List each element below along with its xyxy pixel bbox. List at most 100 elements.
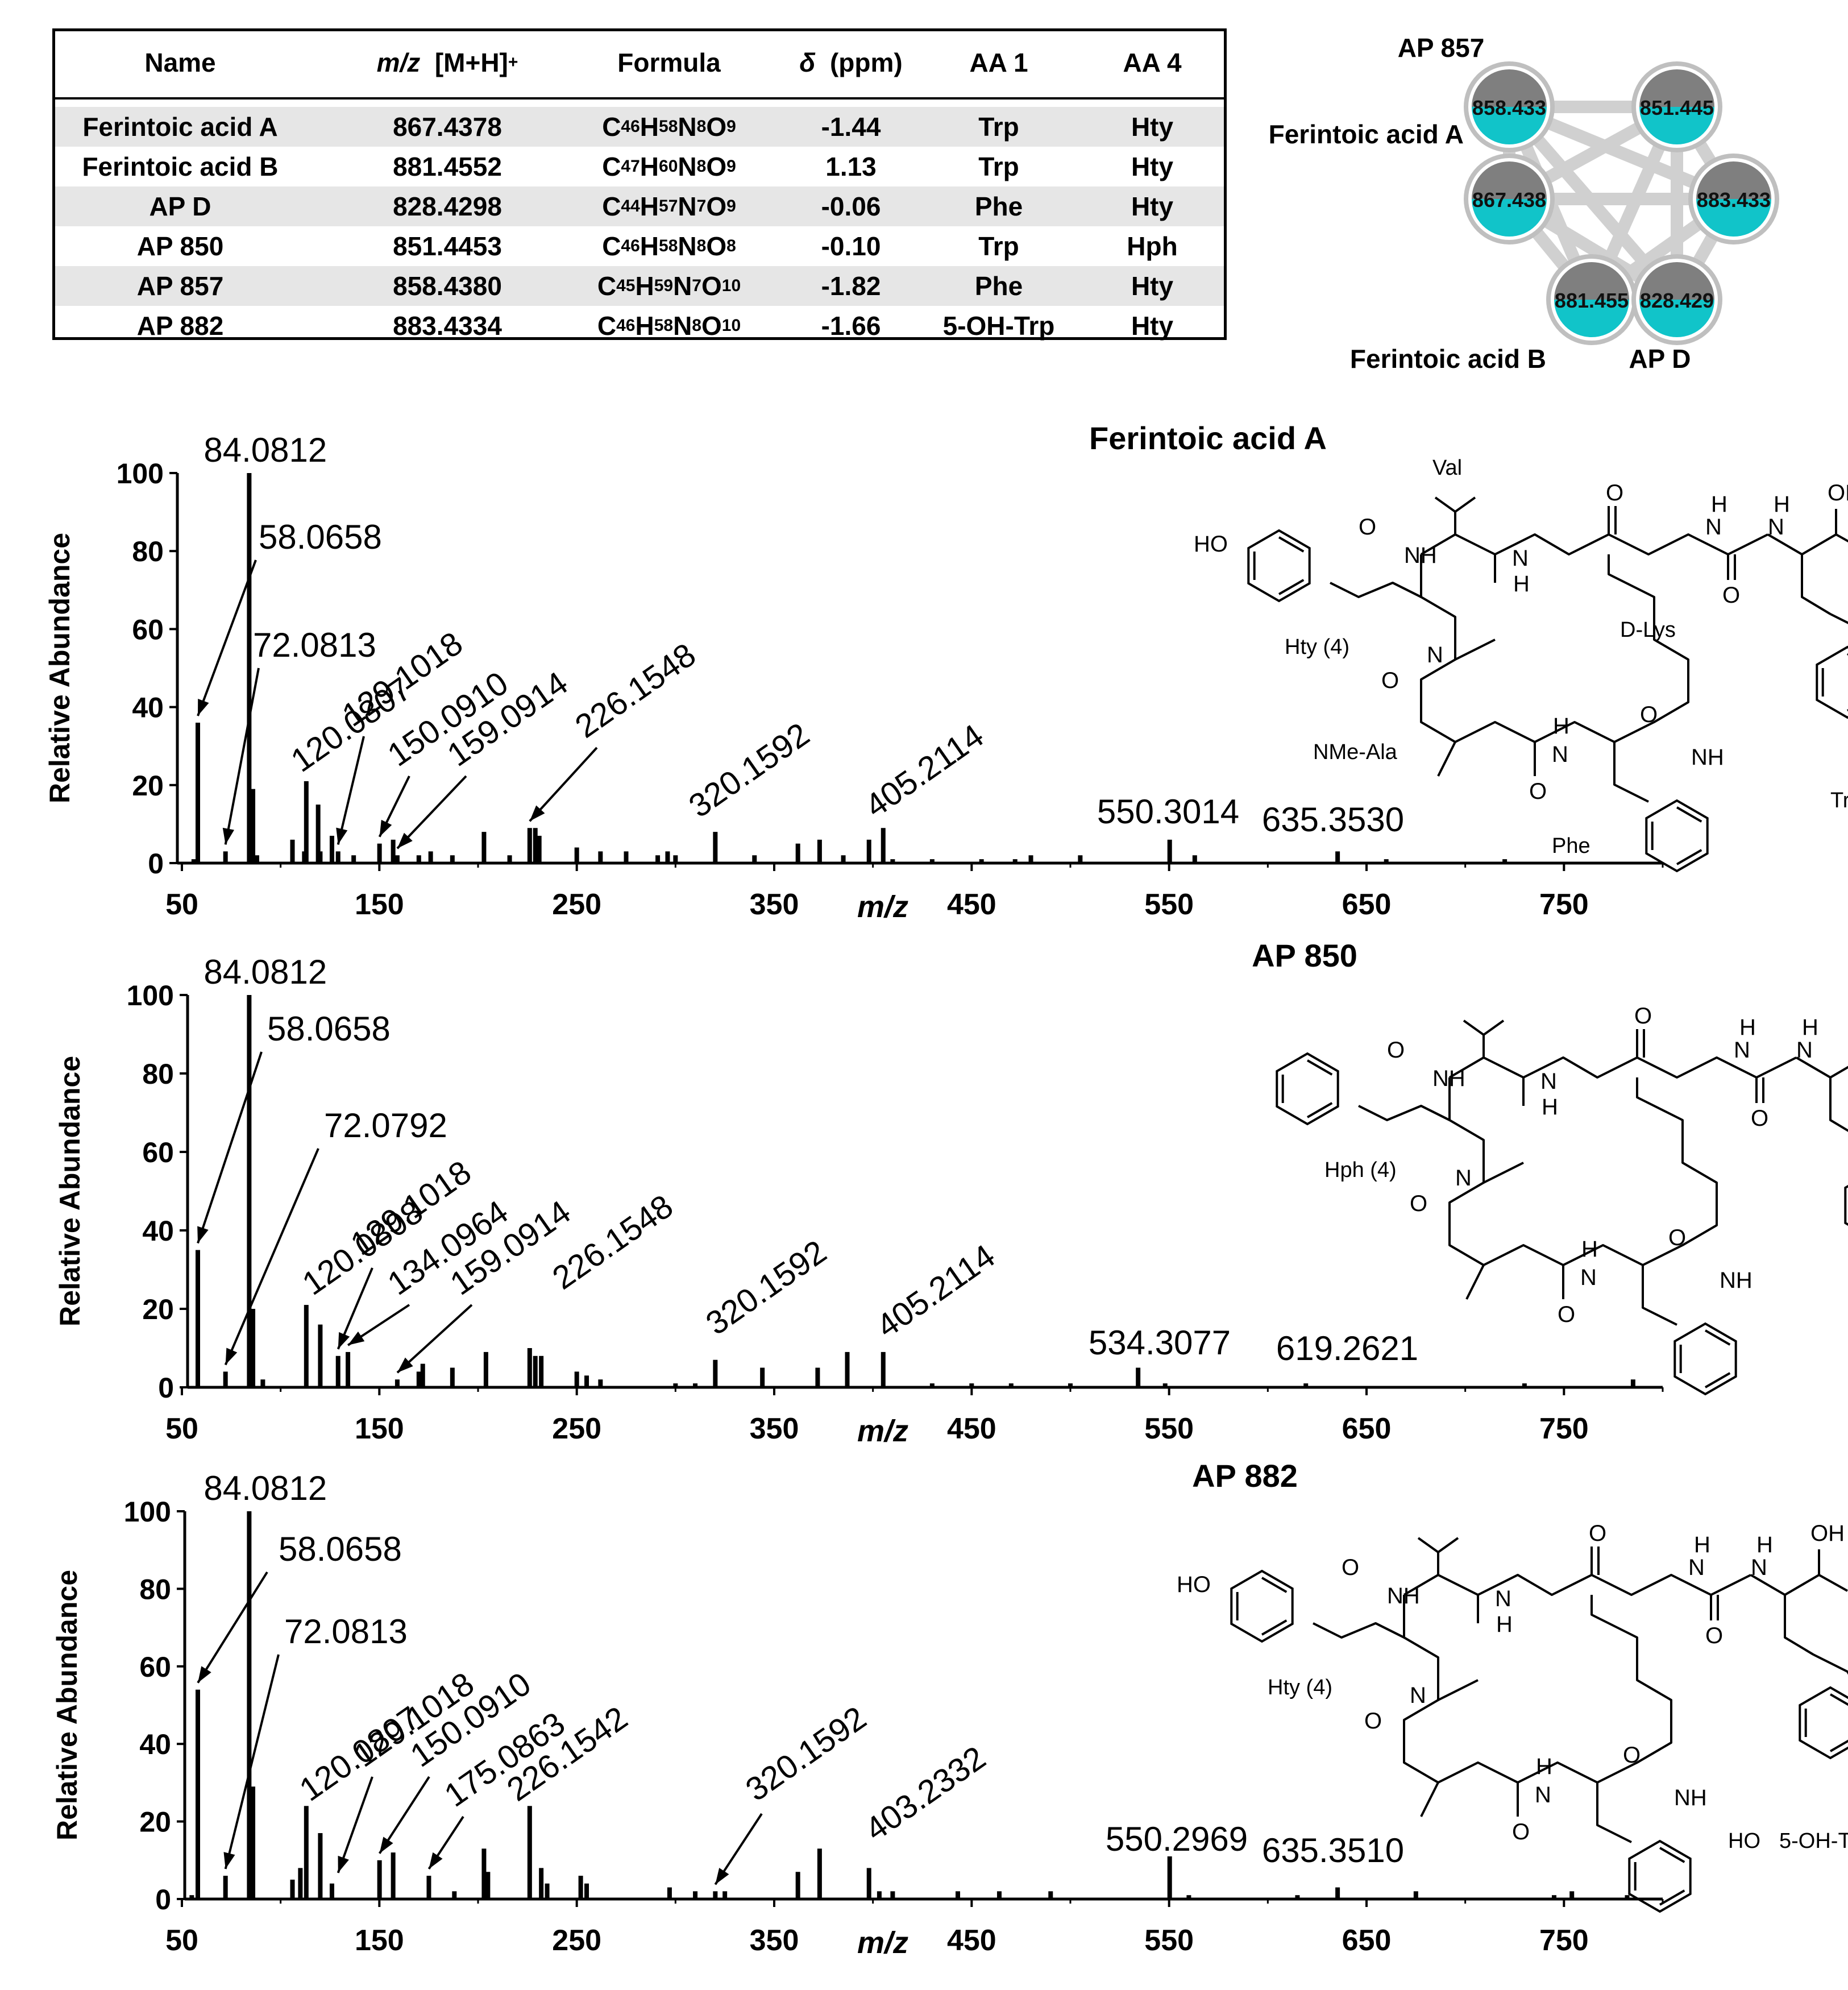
table-cell-ppm: -1.66 xyxy=(821,311,881,341)
peak-bar xyxy=(537,835,542,863)
ring-double-bond xyxy=(1829,1739,1848,1752)
node-mass: 851.445 xyxy=(1640,96,1714,119)
atom-label: O xyxy=(1364,1709,1382,1734)
spectrum-panel-ferintoic-a: 0 20 40 60 80 100 50 150 250 350 450 550 650 750 m/z Re… xyxy=(44,420,1848,924)
side-chain-bond xyxy=(1330,582,1422,598)
label-arrowhead xyxy=(715,1868,729,1885)
formula-element: C xyxy=(602,231,621,261)
table-cell-name: Ferintoic acid B xyxy=(82,152,279,181)
y-tick-label: 60 xyxy=(142,1137,174,1168)
x-axis-title: m/z xyxy=(857,890,908,924)
atom-label: N xyxy=(1688,1555,1705,1580)
peak-bar xyxy=(578,1876,583,1899)
node-mass: 883.433 xyxy=(1697,188,1771,212)
peak-bar xyxy=(196,1250,201,1387)
phenyl-ring xyxy=(1645,799,1709,873)
peak-bar xyxy=(533,1355,538,1387)
peak-bar xyxy=(191,859,196,863)
peak-bar xyxy=(1551,1895,1556,1899)
x-tick-label: 150 xyxy=(355,1924,404,1957)
label-arrow xyxy=(197,1051,263,1244)
atom-label: N xyxy=(1580,1265,1597,1290)
bond xyxy=(1437,741,1456,777)
peak-bar xyxy=(391,839,396,863)
table-row: AP 857 858.4380 C 45 H 59 N 7 O 10 -1.82 Phe Hty xyxy=(55,266,1224,306)
header-mz-italic: m/z xyxy=(376,48,421,77)
y-tick-label: 80 xyxy=(132,536,164,567)
peak-bar xyxy=(485,1872,491,1899)
bond xyxy=(1454,496,1476,513)
peak-label: 84.0812 xyxy=(204,1469,327,1507)
formula-element: C xyxy=(602,152,621,181)
peak-bar xyxy=(335,1355,340,1387)
peak-bar xyxy=(377,1860,382,1899)
x-tick-label: 250 xyxy=(552,1412,601,1445)
node-top-half xyxy=(1639,69,1714,107)
table-row: Ferintoic acid A 867.4378 C 46 H 58 N 8 O 9 -1.44 T… xyxy=(55,107,1224,147)
peak-bar xyxy=(795,843,800,863)
peak-bar xyxy=(665,851,670,863)
table-cell-ppm: -1.44 xyxy=(821,112,881,142)
atom-label: OH xyxy=(1810,1521,1845,1546)
formula-element: H xyxy=(639,112,659,142)
substituent-label: HO xyxy=(1728,1829,1760,1853)
bond xyxy=(1596,1782,1632,1843)
table-cell-mz: 881.4552 xyxy=(393,152,502,181)
atom-label: O xyxy=(1634,1004,1652,1029)
peak-label: 72.0813 xyxy=(284,1612,408,1651)
bond xyxy=(1483,1162,1524,1184)
bond xyxy=(1417,1537,1439,1553)
peak-bar xyxy=(1295,1895,1300,1899)
peak-bar xyxy=(713,832,718,863)
x-tick-label: 50 xyxy=(165,888,198,921)
table-cell-formula: C 46 H 58 N 8 O 8 xyxy=(602,231,736,261)
spectrum-panel-ap850: 0 20 40 60 80 100 50 150 250 350 450 550 650 750 m/z Re… xyxy=(54,938,1848,1448)
peak-bar xyxy=(1048,1891,1053,1899)
x-tick-label: 150 xyxy=(355,1412,404,1445)
atom-label: O xyxy=(1668,1225,1686,1250)
residue-label: 5-OH-Trp (1) xyxy=(1779,1829,1848,1853)
atom-label: H xyxy=(1496,1612,1513,1637)
peak-bar xyxy=(890,859,895,863)
label-arrowhead xyxy=(225,1348,238,1365)
peak-bar xyxy=(507,855,512,863)
peak-label: 320.1592 xyxy=(739,1699,873,1809)
node-label: AP D xyxy=(1629,344,1691,374)
network-node: 851.445 xyxy=(1631,61,1722,152)
peak-label: 403.2332 xyxy=(858,1739,992,1848)
peak-bar xyxy=(881,828,886,863)
peak-bar xyxy=(1078,855,1083,863)
atom-label: O xyxy=(1705,1623,1723,1648)
side-chain-bond xyxy=(1313,1622,1405,1639)
peak-bar xyxy=(481,832,487,863)
bond xyxy=(1482,1019,1505,1036)
peak-bar xyxy=(956,1891,961,1899)
formula-element: H xyxy=(635,311,654,341)
y-tick-label: 100 xyxy=(124,1496,171,1528)
peak-label: 226.1548 xyxy=(568,636,702,745)
y-tick-label: 0 xyxy=(155,1884,171,1916)
table-cell-aa1: 5-OH-Trp xyxy=(942,311,1055,341)
peak-bar xyxy=(196,1689,201,1899)
atom-label: O xyxy=(1359,515,1376,540)
y-tick-label: 60 xyxy=(139,1651,171,1683)
peak-bar xyxy=(290,1879,295,1899)
bond xyxy=(1613,742,1649,803)
atom-label: H xyxy=(1711,492,1727,517)
atom-label: N xyxy=(1734,1038,1750,1063)
peak-bar xyxy=(247,473,252,863)
peak-label: 226.1548 xyxy=(546,1188,679,1297)
peak-series xyxy=(189,1511,1630,1899)
node-top-half xyxy=(1639,262,1714,300)
peak-bar xyxy=(351,855,356,863)
table-row: AP 850 851.4453 C 46 H 58 N 8 O 8 -0.10 Trp Hph xyxy=(55,226,1224,266)
table-row: Ferintoic acid B 881.4552 C 47 H 60 N 8 O 9 1.13 Tr… xyxy=(55,147,1224,186)
peak-bar xyxy=(1008,1383,1014,1387)
atom-label: O xyxy=(1558,1302,1575,1327)
table-row: AP D 828.4298 C 44 H 57 N 7 O 9 -0.06 Phe Hty xyxy=(55,186,1224,226)
bond xyxy=(1767,509,1837,555)
label-arrowhead xyxy=(397,832,413,849)
y-tick-label: 0 xyxy=(158,1372,174,1404)
peak-bar xyxy=(533,828,538,863)
